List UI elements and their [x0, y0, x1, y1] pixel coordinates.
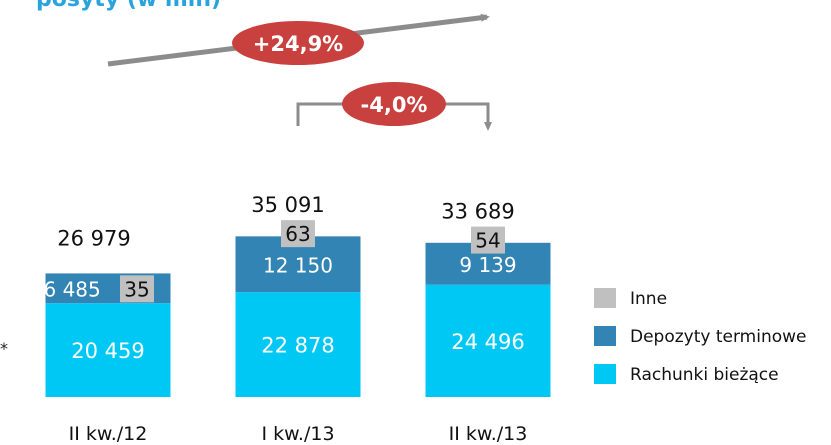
data-label: 9 139 — [459, 253, 516, 277]
data-label: 35 — [124, 277, 149, 301]
bar-segment-rachunki-bie-ce — [425, 284, 551, 397]
bar-segment-inne — [281, 220, 315, 248]
legend-label: Depozyty terminowe — [630, 327, 807, 347]
total-label: 33 689 — [441, 200, 514, 224]
data-label: 12 150 — [263, 253, 333, 277]
growth-badge-label: +24,9% — [253, 32, 343, 56]
data-label: 24 496 — [451, 330, 524, 354]
change-badge-label: -4,0% — [361, 93, 428, 117]
data-label: 22 878 — [261, 334, 334, 358]
legend-label: Inne — [630, 289, 667, 309]
data-label: 20 459 — [71, 339, 144, 363]
legend-label: Rachunki bieżące — [630, 365, 779, 385]
legend-swatch — [594, 326, 616, 346]
bar-segment-inne — [120, 275, 154, 303]
legend-swatch — [594, 288, 616, 308]
bar-segment-rachunki-bie-ce — [235, 292, 361, 397]
legend-swatch — [594, 364, 616, 384]
total-label: 26 979 — [57, 226, 130, 250]
footnote-mark: * — [0, 339, 8, 358]
data-label: 6 485 — [44, 277, 101, 301]
x-tick-label: II kw./12 — [69, 423, 148, 445]
data-label: 63 — [285, 222, 310, 246]
change-badge — [342, 82, 446, 126]
data-label: 54 — [475, 229, 500, 253]
x-tick-label: II kw./13 — [449, 423, 528, 445]
chart-title: posyty (w mln) — [36, 0, 221, 12]
growth-badge — [232, 21, 364, 65]
x-tick-label: I kw./13 — [261, 423, 334, 445]
bar-segment-inne — [471, 226, 505, 254]
bar-segment-rachunki-bie-ce — [45, 303, 171, 397]
total-label: 35 091 — [251, 193, 324, 217]
